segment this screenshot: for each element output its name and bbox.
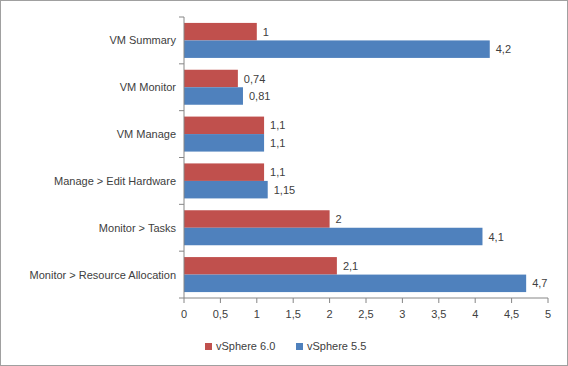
x-tick <box>438 298 439 303</box>
data-label: 2 <box>336 213 342 225</box>
data-label: 4,7 <box>532 277 547 289</box>
bar <box>184 275 526 293</box>
category-label: Monitor > Resource Allocation <box>30 269 176 281</box>
x-tick <box>329 298 330 303</box>
chart-svg: 10,741,11,122,14,20,811,11,154,14,7VM Su… <box>0 0 568 366</box>
axes: VM Summary VM Monitor VM Manage Manage > Ed… <box>30 17 552 320</box>
bar <box>184 70 238 88</box>
x-tick-label: 0,5 <box>213 308 228 320</box>
x-tick <box>293 298 294 303</box>
x-tick-label: 2 <box>327 308 333 320</box>
x-tick-label: 2,5 <box>358 308 373 320</box>
legend-label: vSphere 6.0 <box>216 340 275 352</box>
x-tick <box>220 298 221 303</box>
x-tick <box>366 298 367 303</box>
legend-swatch <box>205 343 212 350</box>
x-tick-label: 0 <box>181 308 187 320</box>
legend-swatch <box>296 343 303 350</box>
data-label: 0,81 <box>249 90 270 102</box>
category-label: VM Summary <box>109 34 176 46</box>
bar <box>184 23 257 40</box>
bar <box>184 87 243 105</box>
bar <box>184 181 268 199</box>
category-label: Monitor > Tasks <box>99 222 177 234</box>
chart-frame <box>1 1 568 366</box>
bar <box>184 134 264 152</box>
x-tick <box>475 298 476 303</box>
category-label: VM Monitor <box>120 81 177 93</box>
x-tick <box>256 298 257 303</box>
x-tick-label: 3 <box>399 308 405 320</box>
category-label: Manage > Edit Hardware <box>54 175 176 187</box>
bar <box>184 117 264 135</box>
x-tick <box>548 298 549 303</box>
x-tick-label: 3,5 <box>431 308 446 320</box>
x-tick <box>402 298 403 303</box>
data-labels: 1 0,74 1,1 1,1 2 2,1 4,2 0,81 1,1 1,15 4,1 4,7 <box>244 26 548 290</box>
legend-label: vSphere 5.5 <box>307 340 366 352</box>
category-tick <box>179 17 184 18</box>
category-label: VM Manage <box>117 128 176 140</box>
data-label: 4,2 <box>496 43 511 55</box>
bar <box>184 210 330 228</box>
data-label: 1 <box>263 26 269 38</box>
data-label: 1,15 <box>274 184 295 196</box>
bar <box>184 228 482 246</box>
data-label: 0,74 <box>244 73 265 85</box>
x-tick-label: 4,5 <box>504 308 519 320</box>
x-tick-label: 1,5 <box>286 308 301 320</box>
category-tick <box>179 298 184 299</box>
data-label: 1,1 <box>270 166 285 178</box>
bar <box>184 163 264 181</box>
data-label: 2,1 <box>343 260 358 272</box>
legend: vSphere 6.0 vSphere 5.5 <box>205 340 366 352</box>
x-tick <box>511 298 512 303</box>
data-label: 1,1 <box>270 119 285 131</box>
category-tick <box>179 110 184 111</box>
bar <box>184 40 490 58</box>
bar <box>184 257 337 275</box>
data-label: 1,1 <box>270 137 285 149</box>
category-tick <box>179 63 184 64</box>
x-tick-label: 1 <box>254 308 260 320</box>
data-label: 4,1 <box>488 231 503 243</box>
x-tick-label: 5 <box>545 308 551 320</box>
bars <box>184 23 526 292</box>
category-tick <box>179 251 184 252</box>
category-tick <box>179 157 184 158</box>
chart-container: 10,741,11,122,14,20,811,11,154,14,7VM Su… <box>0 0 568 366</box>
x-tick <box>184 298 185 303</box>
category-tick <box>179 204 184 205</box>
x-tick-label: 4 <box>472 308 478 320</box>
